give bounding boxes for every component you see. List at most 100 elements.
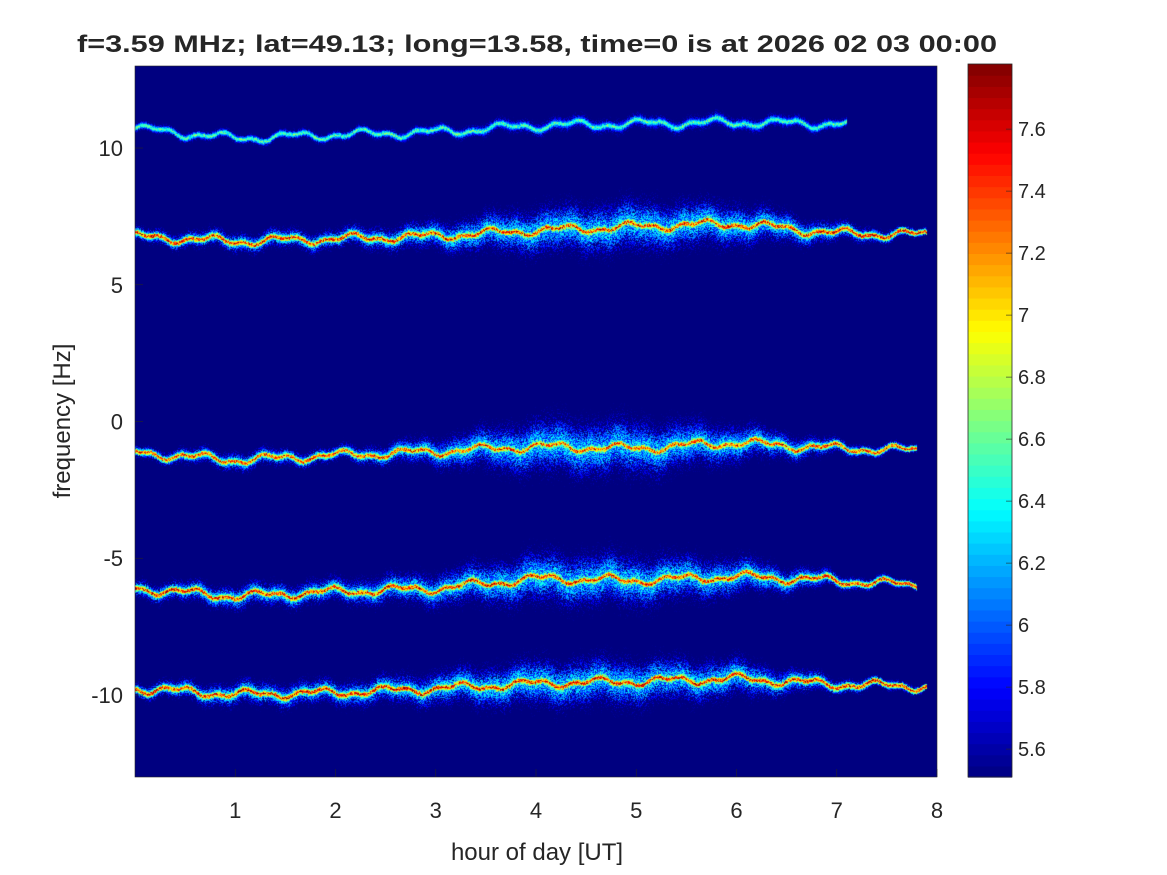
trace-ridge-2 xyxy=(135,223,927,241)
plot-area-frame xyxy=(134,65,938,778)
colorbar-swatch xyxy=(968,375,1012,388)
colorbar-swatch xyxy=(968,687,1012,700)
colorbar-tick-label: 5.8 xyxy=(1018,677,1046,699)
colorbar-swatch xyxy=(968,342,1012,355)
colorbar-swatch xyxy=(968,164,1012,177)
x-axis-label: hour of day [UT] xyxy=(451,839,623,866)
trace-ridge-4 xyxy=(135,576,917,596)
colorbar-swatch xyxy=(968,431,1012,444)
colorbar-swatch xyxy=(968,320,1012,332)
colorbar-swatch xyxy=(968,554,1012,566)
colorbar-swatch xyxy=(968,654,1012,667)
colorbar-swatch xyxy=(968,275,1012,288)
colorbar-swatch xyxy=(968,119,1012,132)
colorbar-swatch xyxy=(968,208,1012,221)
colorbar-swatch xyxy=(968,565,1012,578)
colorbar-swatch xyxy=(968,465,1012,477)
colorbar-swatch xyxy=(968,476,1012,488)
colorbar-swatch xyxy=(968,75,1012,87)
colorbar-swatch xyxy=(968,576,1012,589)
colorbar-swatch xyxy=(968,520,1012,533)
trace-overlays xyxy=(135,122,927,694)
colorbar-swatch xyxy=(968,754,1012,767)
colorbar-swatch xyxy=(968,286,1012,299)
colorbar-swatch xyxy=(968,253,1012,266)
colorbar-swatch xyxy=(968,64,1012,76)
colorbar-swatch xyxy=(968,453,1012,466)
colorbar-swatch xyxy=(968,699,1012,711)
x-tick-label: 1 xyxy=(229,798,241,823)
colorbar-swatch xyxy=(968,398,1012,410)
trace-ridge-1 xyxy=(135,122,847,138)
colorbar-swatch xyxy=(968,409,1012,422)
colorbar-tick-label: 6.2 xyxy=(1018,553,1046,575)
x-tick-label: 4 xyxy=(530,798,542,823)
colorbar-swatch xyxy=(968,598,1012,611)
colorbar-swatch xyxy=(968,710,1012,722)
colorbar-swatch xyxy=(968,587,1012,600)
colorbar-swatch xyxy=(968,487,1012,500)
colorbar xyxy=(967,63,1013,778)
colorbar-swatch xyxy=(968,264,1012,277)
colorbar-frame xyxy=(967,63,1013,778)
y-tick-label: 0 xyxy=(111,410,123,435)
colorbar-swatch xyxy=(968,242,1012,254)
colorbar-swatch xyxy=(968,765,1012,778)
colorbar-swatch xyxy=(968,531,1012,544)
colorbar-swatch xyxy=(968,130,1012,143)
x-tick-label: 3 xyxy=(430,798,442,823)
colorbar-swatch xyxy=(968,186,1012,199)
x-tick-label: 7 xyxy=(831,798,843,823)
colorbar-swatch xyxy=(968,732,1012,745)
x-axis: 1 2 3 4 5 6 7 8 xyxy=(229,769,943,823)
colorbar-swatch xyxy=(968,197,1012,210)
colorbar-swatch xyxy=(968,364,1012,377)
colorbar-swatch xyxy=(968,353,1012,366)
x-tick-label: 8 xyxy=(931,798,943,823)
colorbar-swatch xyxy=(968,665,1012,678)
trace-ridge-3 xyxy=(135,442,917,460)
colorbar-swatch xyxy=(968,297,1012,310)
x-tick-label: 6 xyxy=(730,798,742,823)
colorbar-swatch xyxy=(968,141,1012,154)
colorbar-swatch xyxy=(968,309,1012,321)
colorbar-tick-label: 7 xyxy=(1018,305,1029,327)
colorbar-swatch xyxy=(968,643,1012,656)
colorbar-swatch xyxy=(968,721,1012,734)
colorbar-tick-label: 7.4 xyxy=(1018,181,1046,203)
y-axis-label: frequency [Hz] xyxy=(49,344,76,499)
colorbar-swatch xyxy=(968,743,1012,756)
colorbar-tick-label: 5.6 xyxy=(1018,739,1046,761)
colorbar-swatch xyxy=(968,86,1012,99)
colorbar-swatch xyxy=(968,442,1012,455)
y-tick-label: 10 xyxy=(99,136,123,161)
colorbar-swatch xyxy=(968,543,1012,555)
colorbar-swatch xyxy=(968,97,1012,110)
x-tick-label: 5 xyxy=(630,798,642,823)
y-tick-label: -5 xyxy=(103,546,123,571)
colorbar-swatch xyxy=(968,387,1012,399)
colorbar-swatch xyxy=(968,219,1012,232)
trace-ridge-5 xyxy=(135,678,927,694)
colorbar-swatch xyxy=(968,420,1012,433)
colorbar-swatch xyxy=(968,498,1012,511)
colorbar-tick-label: 7.2 xyxy=(1018,243,1046,265)
colorbar-swatch xyxy=(968,676,1012,689)
x-tick-label: 2 xyxy=(329,798,341,823)
colorbar-tick-label: 6.8 xyxy=(1018,367,1046,389)
colorbar-swatch xyxy=(968,108,1012,121)
colorbar-axis: 5.6 5.8 6 6.2 6.4 6.6 6.8 7 7.2 7.4 7.6 xyxy=(1006,119,1046,761)
colorbar-swatch xyxy=(968,331,1012,344)
colorbar-swatch xyxy=(968,153,1012,165)
colorbar-swatch xyxy=(968,621,1012,633)
y-tick-label: 5 xyxy=(111,273,123,298)
colorbar-swatch xyxy=(968,509,1012,522)
spectrogram-image xyxy=(135,66,937,777)
colorbar-tick-label: 6.6 xyxy=(1018,429,1046,451)
chart-title: f=3.59 MHz; lat=49.13; long=13.58, time=… xyxy=(77,31,997,58)
colorbar-tick-label: 6.4 xyxy=(1018,491,1046,513)
colorbar-swatch xyxy=(968,609,1012,622)
colorbar-swatch xyxy=(968,231,1012,243)
